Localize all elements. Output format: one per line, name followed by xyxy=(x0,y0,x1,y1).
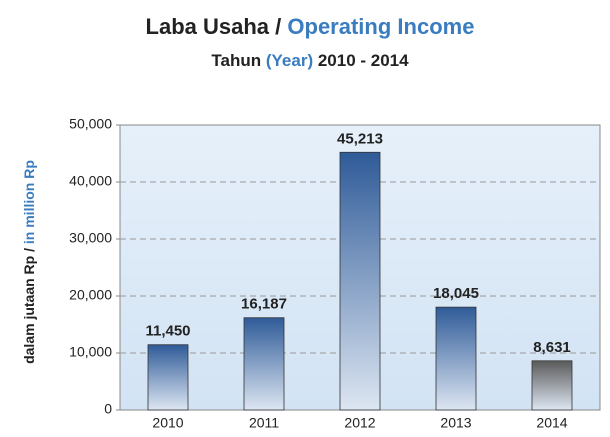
x-tick-label: 2013 xyxy=(440,415,471,431)
data-label: 45,213 xyxy=(337,130,383,147)
y-label-part: dalam jutaan Rp / xyxy=(21,244,37,364)
subtitle-part: Tahun xyxy=(211,51,265,70)
x-tick-label: 2012 xyxy=(344,415,375,431)
y-axis-label: dalam jutaan Rp / in million Rp xyxy=(21,160,37,364)
data-label: 8,631 xyxy=(533,339,571,356)
bar xyxy=(531,360,573,411)
y-tick-label: 20,000 xyxy=(69,287,112,303)
subtitle-part: (Year) xyxy=(266,51,313,70)
title-part: Operating Income xyxy=(287,14,474,39)
bar xyxy=(339,151,381,411)
bar xyxy=(147,344,189,411)
bar xyxy=(435,306,477,411)
y-tick-label: 50,000 xyxy=(69,116,112,132)
bar xyxy=(243,317,285,411)
y-tick-label: 10,000 xyxy=(69,344,112,360)
y-tick-label: 0 xyxy=(104,401,112,417)
subtitle-part: 2010 - 2014 xyxy=(313,51,409,70)
chart-title: Laba Usaha / Operating Income xyxy=(146,14,475,39)
data-label: 16,187 xyxy=(241,296,287,313)
x-tick-label: 2010 xyxy=(152,415,183,431)
y-tick-label: 30,000 xyxy=(69,230,112,246)
data-label: 18,045 xyxy=(433,285,479,302)
y-tick-label: 40,000 xyxy=(69,173,112,189)
title-part: Laba Usaha / xyxy=(146,14,288,39)
data-label: 11,450 xyxy=(145,323,190,340)
x-tick-label: 2014 xyxy=(536,415,567,431)
chart-subtitle: Tahun (Year) 2010 - 2014 xyxy=(211,51,409,70)
x-tick-label: 2011 xyxy=(249,415,279,431)
y-label-part: in million Rp xyxy=(21,160,37,244)
